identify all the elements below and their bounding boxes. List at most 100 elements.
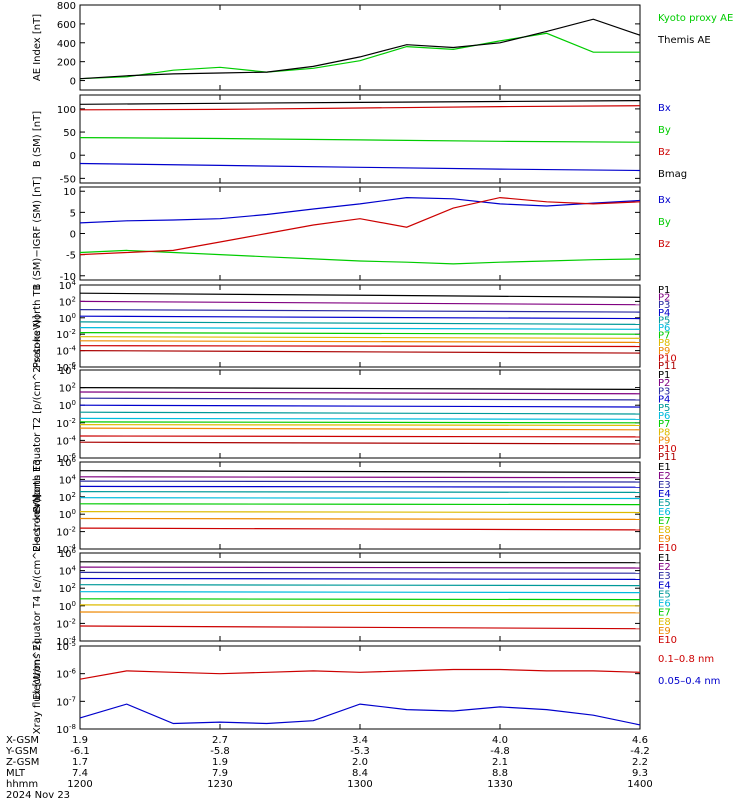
ytick-label: 10 (63, 187, 76, 198)
y-axis-label: B (SM) [nT] (32, 111, 43, 167)
series-line-p5 (79, 411, 641, 415)
panel-2: -50 0 50 100 B (SM) [nT] Bx By Bz Bmag (32, 94, 687, 185)
series-line-p9 (79, 340, 641, 343)
ytick-label: 0 (70, 230, 76, 241)
ytick-label: 10-6 (56, 452, 76, 465)
legend-entry: Bmag (658, 169, 687, 180)
series-line-p3 (79, 397, 641, 401)
panel-7: 106 104 102 100 10-2 10-4 Electrons Equator T4… (32, 494, 677, 700)
series-line-by (79, 249, 641, 265)
series-line-p5 (79, 321, 641, 325)
footer-row-label: Z-GSM (6, 757, 39, 768)
ytick-label: 10-8 (56, 723, 76, 736)
footer-row-label: hhmm (6, 779, 38, 790)
series-line-e1 (79, 470, 641, 473)
series-line-p6 (79, 417, 641, 420)
series-line-e6 (79, 497, 641, 500)
series-line-bx (79, 162, 641, 172)
ytick-label: 10-4 (56, 635, 76, 648)
ytick-label: 100 (57, 105, 76, 116)
y-axis-label: Electrons North T3 (32, 459, 43, 552)
series-line-p11 (79, 441, 641, 445)
series-line-p10 (79, 345, 641, 348)
series-line-p6 (79, 327, 641, 330)
footer-value: -5.8 (210, 746, 230, 757)
footer-value: 1300 (347, 779, 372, 790)
legend-entry: P10 (658, 444, 677, 455)
series-line-p3 (79, 309, 641, 313)
legend-entry: E6 (658, 599, 671, 610)
series-line-e1 (79, 561, 641, 564)
ytick-label: 5 (70, 208, 76, 219)
series-line-e2 (79, 476, 641, 479)
y-axis-label: AE Index [nT] (32, 14, 43, 81)
y-axis-label: Protons North T1 (32, 284, 43, 368)
footer-value: 1400 (627, 779, 652, 790)
panel-frame (79, 186, 641, 281)
series-line-bx (79, 196, 641, 224)
ytick-label: 400 (57, 39, 76, 50)
ytick-label: 100 (59, 600, 76, 613)
ytick-label: 106 (59, 456, 77, 469)
panel-frame (79, 645, 641, 730)
y-axis-label: Xray flux [W/m^2] (32, 641, 43, 735)
date-label: 2024 Nov 23 (6, 790, 70, 800)
y-axis-label: B (SM)−IGRF (SM) [nT] (32, 176, 43, 290)
legend-entry: Bx (658, 103, 671, 114)
ytick-label: 104 (59, 364, 77, 377)
ytick-label: 10-2 (56, 617, 76, 630)
footer-value: 1.7 (72, 757, 88, 768)
footer-value: 4.6 (632, 735, 648, 746)
ytick-label: 106 (59, 547, 77, 560)
series-line-p9 (79, 427, 641, 431)
ytick-label: 10-4 (56, 345, 76, 358)
series-line-p2 (79, 391, 641, 395)
legend-entry: E5 (658, 498, 671, 509)
series-line-e2 (79, 566, 641, 569)
series-line-e3 (79, 480, 641, 483)
ytick-label: 0 (70, 151, 76, 162)
ytick-label: 800 (57, 1, 76, 12)
series-line-e9 (79, 611, 641, 614)
footer-row-label: Y-GSM (5, 746, 38, 757)
legend-entry: 0.05–0.4 nm (658, 676, 720, 687)
series-line-p1 (79, 292, 641, 298)
legend-entry: P9 (658, 346, 670, 357)
series-line-e7 (79, 503, 641, 506)
panel-frame (79, 284, 641, 368)
series-line-e5 (79, 491, 641, 493)
ytick-label: 10-6 (56, 668, 76, 681)
legend-entry: E1 (658, 553, 671, 564)
legend-entry: P3 (658, 386, 670, 397)
footer-value: 7.9 (212, 768, 228, 779)
ytick-label: 10-4 (56, 543, 76, 556)
footer-value: -4.8 (490, 746, 510, 757)
ytick-label: 10-6 (56, 361, 76, 374)
legend-entry: E9 (658, 534, 671, 545)
legend-entry: E4 (658, 489, 671, 500)
ytick-label: 104 (59, 279, 77, 292)
series-line-p4 (79, 315, 641, 320)
footer-value: 9.3 (632, 768, 648, 779)
y-axis-label: Electrons Equator T4 [e/(cm^2-s-sr-keV)] (32, 494, 43, 700)
ytick-label: 100 (59, 312, 76, 325)
legend-entry: P11 (658, 452, 677, 463)
footer-value: 2.0 (352, 757, 368, 768)
footer-value: 1.9 (212, 757, 228, 768)
legend-entry: 0.1–0.8 nm (658, 654, 714, 665)
series-line-bz (79, 196, 641, 256)
legend-entry: P4 (658, 395, 670, 406)
ytick-label: 102 (59, 582, 76, 595)
footer-row-label: MLT (6, 768, 26, 779)
legend-entry: Bx (658, 195, 671, 206)
ytick-label: -10 (60, 272, 76, 283)
series-line-e10 (79, 527, 641, 531)
ytick-label: 10-5 (56, 640, 76, 653)
series-line-p4 (79, 404, 641, 408)
legend-entry: E6 (658, 507, 671, 518)
footer-value: 8.4 (352, 768, 368, 779)
footer-value: 2.1 (492, 757, 508, 768)
